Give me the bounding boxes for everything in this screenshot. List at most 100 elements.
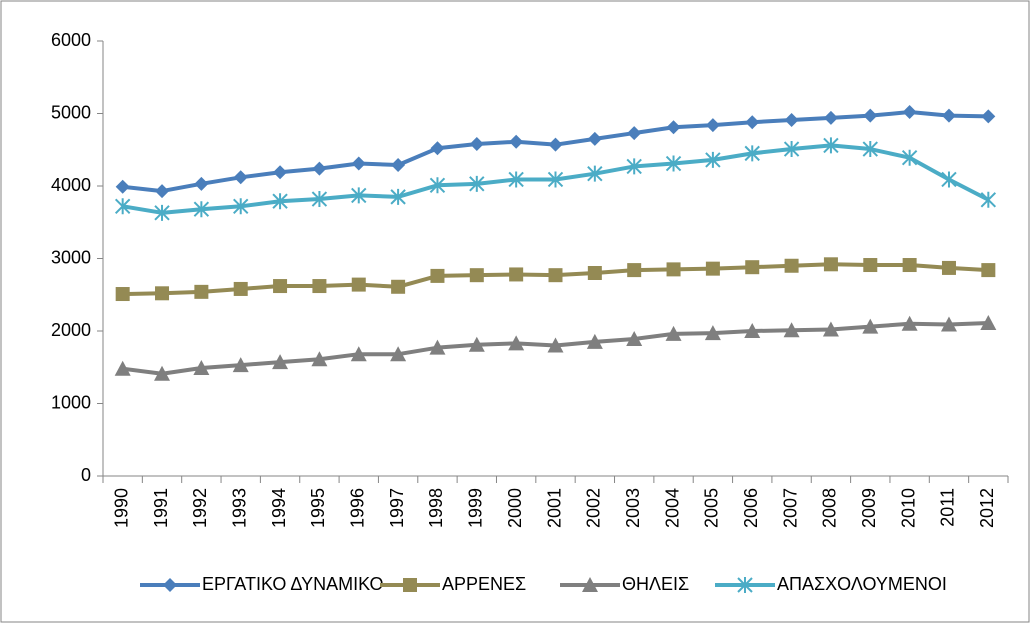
marker [508, 171, 524, 188]
x-tick-label: 2008 [820, 488, 840, 528]
x-tick-label: 1997 [387, 488, 407, 528]
marker [469, 268, 484, 283]
y-tick-label: 0 [81, 465, 91, 485]
marker [273, 279, 288, 294]
marker [547, 171, 564, 188]
x-tick-label: 1992 [190, 488, 210, 528]
legend-marker [582, 577, 598, 592]
marker [193, 201, 210, 218]
marker [705, 151, 721, 168]
marker [941, 108, 956, 123]
marker [941, 171, 957, 188]
marker [154, 204, 170, 221]
marker [351, 156, 366, 171]
marker [350, 346, 367, 362]
marker [429, 339, 446, 355]
x-tick-label: 1994 [269, 488, 289, 528]
marker [745, 115, 760, 130]
marker [114, 198, 131, 215]
marker [626, 158, 642, 175]
x-tick-label: 1995 [308, 488, 328, 528]
marker [981, 263, 996, 278]
legend-label: ΕΡΓΑΤΙΚΟ ΔΥΝΑΜΙΚΟ [202, 574, 384, 594]
marker [940, 316, 957, 332]
marker [665, 325, 682, 341]
marker [587, 266, 602, 280]
y-tick-label: 4000 [51, 175, 91, 195]
x-tick-label: 2005 [702, 488, 722, 528]
x-tick-label: 2010 [898, 488, 918, 528]
legend-label: ΘΗΛΕΙΣ [622, 574, 689, 594]
y-tick-label: 5000 [51, 102, 91, 122]
marker [745, 260, 760, 275]
marker [862, 141, 878, 158]
marker [429, 177, 446, 194]
marker [862, 318, 879, 334]
x-tick-label: 2000 [505, 488, 525, 528]
marker [509, 134, 524, 149]
marker [311, 191, 328, 208]
x-tick-label: 1991 [151, 488, 171, 528]
marker [233, 281, 248, 296]
marker [351, 277, 366, 292]
legend-marker [403, 578, 417, 592]
x-tick-label: 2004 [662, 488, 682, 528]
legend-marker [163, 578, 177, 592]
marker [390, 188, 406, 205]
marker [508, 335, 525, 351]
marker [114, 360, 131, 376]
marker [390, 346, 407, 362]
marker [587, 165, 603, 182]
marker [155, 286, 170, 301]
marker [823, 257, 838, 272]
marker [194, 284, 209, 299]
marker [705, 118, 720, 133]
marker [744, 145, 760, 162]
marker [232, 357, 249, 373]
marker [193, 359, 210, 375]
marker [509, 267, 524, 282]
marker [666, 120, 681, 135]
marker [233, 198, 249, 215]
x-tick-label: 2002 [584, 488, 604, 528]
x-tick-label: 2011 [938, 488, 958, 527]
marker [783, 322, 800, 338]
marker [233, 170, 248, 185]
marker [351, 187, 367, 204]
y-tick-label: 2000 [51, 320, 91, 340]
marker [548, 137, 563, 152]
marker [587, 131, 602, 146]
marker [115, 287, 130, 302]
marker [823, 110, 838, 125]
legend-label: ΑΠΑΣΧΟΛΟΥΜΕΝΟΙ [777, 574, 947, 594]
x-tick-label: 1996 [348, 488, 368, 528]
marker [863, 108, 878, 123]
legend-marker [737, 577, 753, 593]
marker [547, 337, 564, 353]
marker [391, 279, 406, 294]
x-tick-label: 2006 [741, 488, 761, 528]
x-tick-label: 2001 [544, 488, 564, 528]
marker [154, 365, 171, 381]
marker [468, 336, 485, 352]
y-tick-label: 1000 [51, 392, 91, 412]
marker [980, 191, 997, 208]
x-tick-label: 2009 [859, 488, 879, 528]
marker [311, 351, 328, 367]
marker [902, 258, 917, 273]
marker [665, 155, 682, 172]
x-tick-label: 2012 [977, 488, 997, 528]
x-tick-label: 1999 [466, 488, 486, 528]
marker [704, 325, 721, 341]
x-tick-label: 2003 [623, 488, 643, 528]
marker [863, 258, 878, 273]
marker [155, 184, 170, 199]
marker [469, 175, 485, 192]
marker [469, 136, 484, 151]
marker [391, 157, 406, 172]
marker [823, 137, 839, 154]
marker [784, 113, 799, 128]
marker [901, 149, 918, 166]
